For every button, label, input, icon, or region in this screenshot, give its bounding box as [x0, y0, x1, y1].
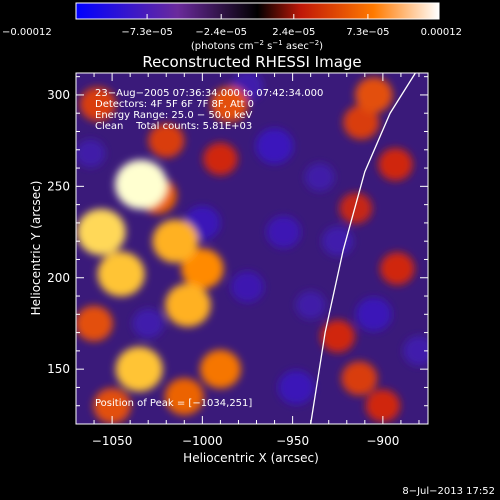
heatmap-blob — [266, 215, 301, 249]
x-tick-label: −1050 — [92, 434, 133, 448]
heatmap-blob — [355, 77, 393, 113]
heatmap-blob — [76, 139, 106, 168]
heatmap-blob — [380, 252, 415, 285]
heatmap-blob — [343, 105, 380, 140]
heatmap-image — [76, 73, 428, 424]
annotation-time: 23−Aug−2005 07:36:34.000 to 07:42:34.000 — [95, 88, 323, 99]
heatmap-blob — [322, 226, 354, 257]
heatmap-blob — [148, 123, 185, 158]
heatmap-blob — [165, 283, 211, 327]
y-tick-label: 300 — [47, 88, 70, 102]
x-axis: −1050 −1000 −950 −900 — [92, 73, 420, 448]
colorbar-tick-label: 2.4e−05 — [272, 27, 315, 38]
solar-limb-line — [310, 73, 416, 424]
peak-position-label: Position of Peak = [−1034,251] — [95, 398, 252, 409]
annotation-energy: Energy Range: 25.0 − 50.0 keV — [95, 110, 252, 121]
colorbar: −0.00012 −7.3e−05 −2.4e−05 2.4e−05 7.3e−05 0.… — [2, 2, 462, 52]
colorbar-tick-label: −7.3e−05 — [121, 27, 173, 38]
heatmap-blob — [79, 86, 116, 122]
x-axis-label: Heliocentric X (arcsec) — [183, 451, 319, 465]
heatmap-blob — [152, 219, 199, 263]
plot-frame — [75, 72, 429, 425]
x-tick-label: −950 — [276, 434, 309, 448]
colorbar-tick-label: −2.4e−05 — [195, 27, 247, 38]
x-tick-label: −1000 — [182, 434, 223, 448]
colorbar-tick-label: 7.3e−05 — [346, 27, 389, 38]
heatmap-blob — [76, 208, 126, 256]
heatmap-blob — [132, 308, 164, 339]
heatmap-blob — [355, 297, 392, 332]
heatmap-blob — [97, 251, 145, 297]
heatmap-blob — [181, 248, 224, 289]
footer-timestamp: 8−Jul−2013 17:52 — [402, 486, 495, 497]
colorbar-gradient — [75, 2, 440, 20]
y-axis: 150 200 250 300 — [47, 76, 428, 407]
heatmap-blob — [115, 346, 163, 392]
heatmap-blob — [320, 319, 355, 353]
y-tick-label: 200 — [47, 271, 70, 285]
heatmap-blob — [114, 159, 167, 210]
heatmap-blob — [341, 361, 378, 396]
heatmap-blob — [93, 387, 131, 424]
heatmap-blob — [200, 349, 241, 389]
heatmap-blob — [255, 128, 294, 164]
y-axis-label: Heliocentric Y (arcsec) — [29, 181, 43, 316]
colorbar-tick-label: −0.00012 — [2, 27, 52, 38]
annotation-clean: Clean Total counts: 5.81E+03 — [95, 121, 252, 132]
heatmap-blob — [231, 271, 264, 303]
annotation-detectors: Detectors: 4F 5F 6F 7F 8F, Att 0 — [95, 99, 254, 110]
annotation-block: 23−Aug−2005 07:36:34.000 to 07:42:34.000… — [95, 88, 323, 132]
heatmap-blob — [365, 389, 401, 423]
colorbar-tick-label: 0.00012 — [421, 27, 462, 38]
y-tick-label: 250 — [47, 179, 70, 193]
y-tick-label: 150 — [47, 362, 70, 376]
heatmap-blob — [339, 192, 373, 224]
heatmap-blob — [295, 291, 326, 320]
x-tick-label: −900 — [366, 434, 399, 448]
heatmap-blob — [278, 370, 315, 405]
heatmap-blob — [378, 148, 413, 181]
heatmap-blob — [164, 377, 204, 416]
heatmap-blob — [203, 142, 238, 176]
heatmap-blob — [76, 305, 113, 342]
heatmap-blob — [304, 163, 335, 192]
heatmap-blob — [403, 336, 428, 366]
chart-title: Reconstructed RHESSI Image — [142, 53, 361, 71]
heatmap-blob — [210, 86, 249, 122]
colorbar-unit: (photons cm−2 s−1 asec−2) — [191, 39, 323, 52]
